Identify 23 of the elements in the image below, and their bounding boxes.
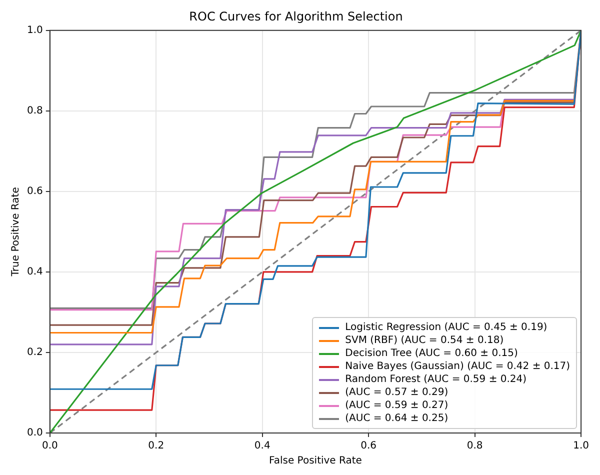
y-tick-label: 0.4	[26, 266, 43, 278]
legend-label: Random Forest (AUC = 0.59 ± 0.24)	[345, 373, 527, 386]
x-tick-label: 0.0	[42, 440, 58, 452]
legend-label: Naive Bayes (Gaussian) (AUC = 0.42 ± 0.17)	[345, 360, 570, 373]
x-tick-label: 0.8	[466, 440, 483, 452]
legend-label: (AUC = 0.64 ± 0.25)	[345, 412, 448, 425]
y-tick-label: 0.6	[26, 186, 43, 198]
x-tick-label: 0.6	[360, 440, 377, 452]
y-tick-label: 1.0	[26, 24, 43, 36]
chart-title: ROC Curves for Algorithm Selection	[189, 9, 403, 24]
y-tick-label: 0.0	[26, 428, 43, 439]
legend-label: (AUC = 0.59 ± 0.27)	[345, 399, 448, 412]
legend-label: (AUC = 0.57 ± 0.29)	[345, 386, 448, 399]
x-tick-label: 0.2	[148, 440, 164, 452]
x-axis-title: False Positive Rate	[269, 456, 362, 467]
y-tick-label: 0.8	[26, 106, 43, 117]
legend-label: Logistic Regression (AUC = 0.45 ± 0.19)	[345, 321, 548, 334]
legend-label: SVM (RBF) (AUC = 0.54 ± 0.18)	[345, 334, 504, 347]
y-tick-label: 0.2	[26, 347, 43, 358]
legend-label: Decision Tree (AUC = 0.60 ± 0.15)	[345, 347, 518, 360]
x-tick-label: 1.0	[573, 440, 589, 452]
x-tick-label: 0.4	[254, 440, 270, 452]
y-axis-title: True Positive Rate	[10, 187, 22, 278]
